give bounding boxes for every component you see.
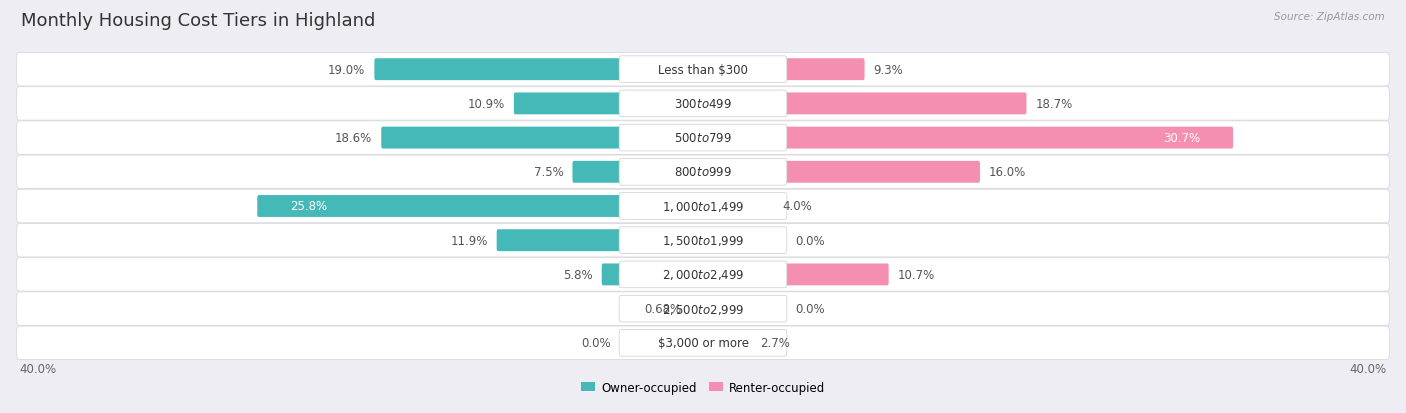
FancyBboxPatch shape [257, 196, 704, 217]
FancyBboxPatch shape [702, 127, 1233, 149]
Text: $300 to $499: $300 to $499 [673, 97, 733, 111]
Text: $800 to $999: $800 to $999 [673, 166, 733, 179]
FancyBboxPatch shape [702, 264, 889, 286]
Text: 10.7%: 10.7% [897, 268, 935, 281]
Text: $1,000 to $1,499: $1,000 to $1,499 [662, 199, 744, 214]
Text: 7.5%: 7.5% [534, 166, 564, 179]
FancyBboxPatch shape [381, 127, 704, 149]
Text: 25.8%: 25.8% [290, 200, 326, 213]
FancyBboxPatch shape [17, 156, 1389, 189]
Text: Less than $300: Less than $300 [658, 64, 748, 76]
Text: $1,500 to $1,999: $1,500 to $1,999 [662, 234, 744, 248]
FancyBboxPatch shape [619, 296, 787, 322]
Text: 16.0%: 16.0% [988, 166, 1026, 179]
FancyBboxPatch shape [619, 193, 787, 220]
FancyBboxPatch shape [702, 196, 773, 217]
FancyBboxPatch shape [702, 93, 1026, 115]
Text: 0.68%: 0.68% [644, 302, 681, 316]
Text: 4.0%: 4.0% [782, 200, 813, 213]
FancyBboxPatch shape [619, 57, 787, 83]
FancyBboxPatch shape [619, 159, 787, 186]
Legend: Owner-occupied, Renter-occupied: Owner-occupied, Renter-occupied [576, 376, 830, 399]
Text: $500 to $799: $500 to $799 [673, 132, 733, 145]
Text: 11.9%: 11.9% [450, 234, 488, 247]
FancyBboxPatch shape [619, 91, 787, 117]
Text: $2,500 to $2,999: $2,500 to $2,999 [662, 302, 744, 316]
FancyBboxPatch shape [17, 121, 1389, 155]
FancyBboxPatch shape [702, 59, 865, 81]
FancyBboxPatch shape [619, 125, 787, 152]
FancyBboxPatch shape [496, 230, 704, 252]
FancyBboxPatch shape [702, 332, 751, 354]
FancyBboxPatch shape [690, 298, 704, 320]
FancyBboxPatch shape [17, 190, 1389, 223]
FancyBboxPatch shape [619, 330, 787, 356]
Text: 19.0%: 19.0% [328, 64, 366, 76]
Text: 2.7%: 2.7% [759, 337, 790, 349]
FancyBboxPatch shape [602, 264, 704, 286]
Text: $2,000 to $2,499: $2,000 to $2,499 [662, 268, 744, 282]
FancyBboxPatch shape [17, 88, 1389, 121]
Text: 0.0%: 0.0% [581, 337, 610, 349]
Text: 18.6%: 18.6% [335, 132, 373, 145]
Text: 18.7%: 18.7% [1035, 97, 1073, 111]
FancyBboxPatch shape [619, 227, 787, 254]
Text: 0.0%: 0.0% [796, 302, 825, 316]
Text: 9.3%: 9.3% [873, 64, 903, 76]
FancyBboxPatch shape [17, 224, 1389, 257]
Text: 40.0%: 40.0% [1350, 362, 1386, 375]
FancyBboxPatch shape [374, 59, 704, 81]
Text: 10.9%: 10.9% [468, 97, 505, 111]
FancyBboxPatch shape [619, 261, 787, 288]
Text: $3,000 or more: $3,000 or more [658, 337, 748, 349]
FancyBboxPatch shape [572, 161, 704, 183]
FancyBboxPatch shape [17, 53, 1389, 87]
FancyBboxPatch shape [17, 326, 1389, 360]
FancyBboxPatch shape [17, 258, 1389, 292]
Text: 40.0%: 40.0% [20, 362, 56, 375]
Text: 5.8%: 5.8% [564, 268, 593, 281]
Text: 30.7%: 30.7% [1164, 132, 1201, 145]
FancyBboxPatch shape [513, 93, 704, 115]
Text: Monthly Housing Cost Tiers in Highland: Monthly Housing Cost Tiers in Highland [21, 12, 375, 30]
Text: Source: ZipAtlas.com: Source: ZipAtlas.com [1274, 12, 1385, 22]
FancyBboxPatch shape [17, 292, 1389, 325]
FancyBboxPatch shape [702, 161, 980, 183]
Text: 0.0%: 0.0% [796, 234, 825, 247]
